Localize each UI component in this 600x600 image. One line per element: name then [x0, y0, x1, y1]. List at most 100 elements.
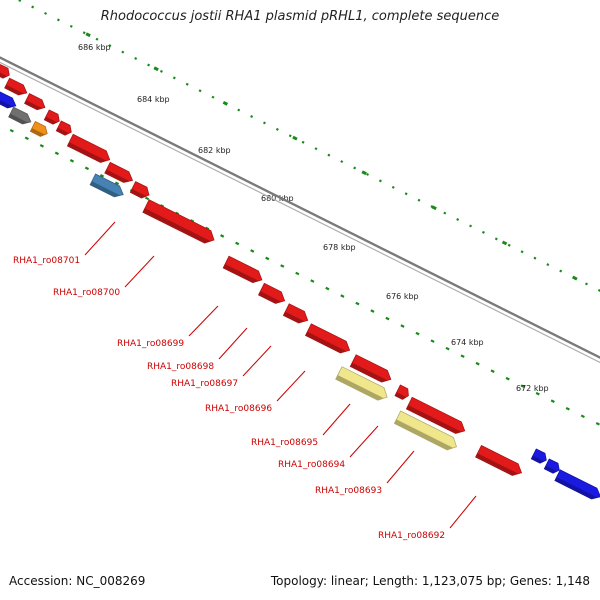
gene-label-leader-line	[84, 221, 116, 256]
outer-ring-dot	[56, 18, 60, 22]
backbone-line	[0, 56, 600, 359]
inner-ring-dash	[340, 294, 345, 298]
scale-label-686kbp: 686 kbp	[78, 43, 111, 52]
gene-feature-shadow	[56, 127, 70, 136]
gene-feature-shadow	[44, 116, 58, 125]
scale-label-684kbp: 684 kbp	[137, 95, 170, 104]
gene-feature-shadow	[67, 142, 107, 163]
gene-feature-shadow	[30, 128, 45, 137]
gene-label-rha1-ro08700: RHA1_ro08700	[53, 288, 120, 298]
gene-label-rha1-ro08701: RHA1_ro08701	[13, 256, 80, 266]
scale-major-tick	[85, 32, 91, 38]
scale-major-tick	[153, 66, 159, 72]
map-title: Rhodococcus jostii RHA1 plasmid pRHL1, c…	[100, 9, 500, 24]
outer-ring-dot	[288, 134, 292, 138]
scale-label-678kbp: 678 kbp	[323, 243, 356, 252]
gene-feature-shadow	[130, 188, 147, 198]
outer-ring-dot	[585, 282, 588, 286]
outer-ring-dot	[198, 89, 202, 93]
outer-ring-dot	[250, 115, 254, 118]
outer-ring-dot	[301, 140, 305, 144]
sequence-backbone	[0, 56, 600, 364]
scale-label-676kbp: 676 kbp	[386, 292, 419, 301]
gene-label-leader-line	[276, 370, 306, 402]
outer-ring-dot	[185, 82, 189, 86]
scale-label-682kbp: 682 kbp	[198, 146, 231, 155]
gene-feature-shadow	[394, 419, 454, 450]
gene-feature-shadow	[531, 455, 545, 464]
scale-label-680kbp: 680 kbp	[261, 194, 294, 203]
scale-major-tick	[572, 275, 578, 281]
gene-label-leader-line	[322, 403, 351, 436]
gene-label-leader-line	[349, 425, 379, 458]
gene-labels: RHA1_ro08701 RHA1_ro08700 RHA1_ro08699 RHA1…	[13, 221, 477, 541]
gene-label-leader-line	[242, 345, 272, 377]
outer-ring-dot	[108, 44, 112, 48]
gene-feature-shadow	[142, 208, 211, 244]
outer-ring-dot	[95, 37, 99, 41]
inner-ring-dash	[400, 324, 405, 328]
inner-ring-dash	[430, 339, 435, 343]
inner-ring-dash	[69, 159, 75, 163]
gene-label-rha1-ro08693: RHA1_ro08693	[315, 486, 382, 496]
outer-ring-dot	[546, 263, 550, 267]
gene-feature-red-21	[405, 396, 466, 434]
gene-label-rha1-ro08699: RHA1_ro08699	[117, 339, 184, 349]
backbone-shadow-line	[0, 61, 600, 364]
gene-label-leader-line	[449, 495, 477, 529]
gene-label-leader-line	[124, 255, 155, 288]
outer-ring-dot	[533, 256, 537, 260]
outer-ring-dot	[366, 172, 369, 176]
outer-ring-dot	[82, 31, 86, 35]
outer-ring-dot	[404, 192, 408, 196]
outer-ring-dot	[443, 211, 447, 215]
outer-ring-dot	[597, 288, 600, 292]
gene-feature-shadow	[104, 169, 130, 183]
gene-feature-shadow	[24, 100, 43, 110]
outer-ring-dot	[31, 5, 35, 9]
outer-ring-dot	[559, 269, 563, 273]
gene-feature-blue-26	[554, 469, 600, 500]
inner-ring-dash	[385, 316, 390, 321]
inner-ring-dash	[580, 414, 585, 419]
gene-feature-shadow	[0, 72, 8, 79]
outer-ring-dot	[481, 230, 485, 234]
gene-feature-red-13	[142, 199, 215, 244]
inner-ring-dash	[54, 151, 59, 156]
gene-label-leader-line	[188, 305, 219, 337]
gene-feature-shadow	[350, 362, 388, 383]
outer-ring-dot	[44, 11, 48, 15]
gene-label-rha1-ro08694: RHA1_ro08694	[278, 460, 345, 470]
outer-ring-dot	[456, 218, 460, 221]
inner-ring-dash	[325, 286, 330, 291]
genome-summary-text: Topology: linear; Length: 1,123,075 bp; …	[270, 574, 590, 588]
outer-ring-dot	[211, 95, 215, 99]
gene-label-rha1-ro08697: RHA1_ro08697	[171, 379, 238, 389]
gene-feature-shadow	[406, 405, 462, 434]
outer-ring-dot	[159, 69, 163, 73]
inner-ring-dash	[520, 384, 525, 388]
inner-ring-dash	[295, 271, 300, 276]
inner-ring-dash	[265, 256, 270, 261]
gene-label-leader-line	[218, 327, 248, 360]
outer-ring-dot	[172, 76, 176, 80]
scale-major-tick	[292, 135, 298, 141]
inner-ring-dash	[550, 399, 555, 404]
inner-ring-dash	[595, 421, 600, 426]
outer-ring-dot	[353, 166, 357, 170]
outer-ring-dot	[147, 63, 151, 67]
inner-ring-dash	[460, 354, 465, 358]
outer-ring-dot	[237, 108, 241, 112]
inner-ring-dash	[445, 346, 450, 351]
outer-ring-dot	[417, 198, 421, 202]
outer-ring-dot	[520, 250, 524, 254]
inner-ring-dash	[24, 136, 29, 141]
gene-label-rha1-ro08696: RHA1_ro08696	[205, 404, 272, 414]
gene-feature-shadow	[554, 477, 598, 499]
scale-major-tick	[431, 205, 437, 211]
inner-ring-dash	[415, 331, 420, 336]
gene-feature-shadow	[305, 331, 347, 353]
gene-feature-shadow	[335, 375, 384, 401]
inner-ring-dash	[370, 309, 375, 313]
